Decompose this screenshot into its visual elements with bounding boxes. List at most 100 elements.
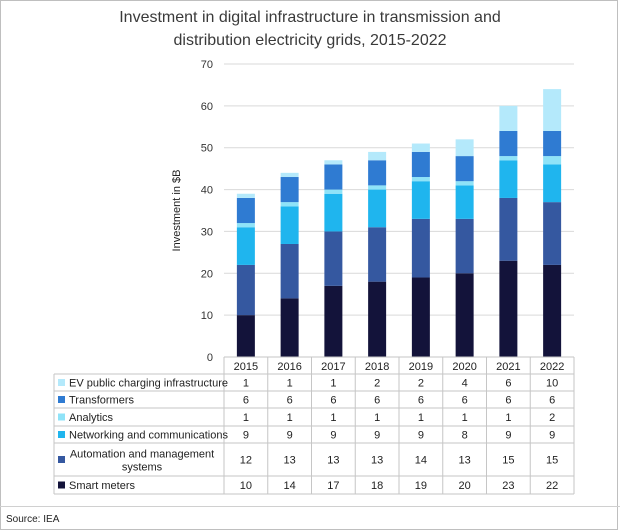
table-cell-value: 1 — [330, 412, 336, 424]
bar-segment — [324, 160, 343, 165]
x-tick-label: 2018 — [365, 361, 389, 373]
table-cell-value: 6 — [462, 395, 468, 407]
table-cell-value: 15 — [546, 455, 558, 467]
table-cell-value: 19 — [415, 480, 427, 492]
legend-label: systems — [122, 462, 163, 474]
bar-segment — [368, 281, 387, 357]
bar-segment — [236, 264, 255, 316]
table-cell-value: 2 — [418, 378, 424, 390]
bar-segment — [411, 277, 430, 357]
table-cell-value: 1 — [330, 378, 336, 390]
chart-title-line-1: Investment in digital infrastructure in … — [119, 9, 501, 26]
table-cell-value: 6 — [549, 395, 555, 407]
table-cell-value: 8 — [462, 430, 468, 442]
bar-segment — [543, 164, 562, 203]
bar-segment — [455, 181, 474, 186]
bar-segment — [543, 156, 562, 165]
legend-label: Transformers — [69, 395, 134, 407]
bar-segment — [324, 231, 343, 286]
legend-swatch — [58, 396, 65, 403]
table-cell-value: 15 — [502, 455, 514, 467]
table-cell-value: 20 — [459, 480, 471, 492]
table-cell-value: 2 — [374, 378, 380, 390]
bar-segment — [499, 160, 518, 198]
table-cell-value: 1 — [243, 412, 249, 424]
bar-segment — [324, 164, 343, 190]
table-cell-value: 9 — [374, 430, 380, 442]
bar-segment — [543, 130, 562, 157]
legend-label: Networking and communications — [69, 430, 228, 442]
table-cell-value: 9 — [418, 430, 424, 442]
table-cell-value: 4 — [462, 378, 468, 390]
legend-swatch — [58, 379, 65, 386]
table-cell-value: 18 — [371, 480, 383, 492]
table-cell-value: 6 — [505, 378, 511, 390]
legend-label: Analytics — [69, 412, 114, 424]
y-axis-label: Investment in $B — [171, 170, 183, 252]
table-cell-value: 10 — [546, 378, 558, 390]
bar-segment — [324, 285, 343, 357]
table-cell-value: 1 — [243, 378, 249, 390]
bar-segment — [499, 260, 518, 357]
bar-segment — [543, 264, 562, 357]
bar-segment — [236, 227, 255, 265]
x-tick-label: 2015 — [234, 361, 258, 373]
table-cell-value: 13 — [327, 455, 339, 467]
table-cell-value: 9 — [549, 430, 555, 442]
y-tick-label: 70 — [201, 59, 213, 71]
table-cell-value: 12 — [240, 455, 252, 467]
table-cell-value: 13 — [284, 455, 296, 467]
table-cell-value: 13 — [459, 455, 471, 467]
bar-segment — [499, 156, 518, 161]
bar-segment — [411, 218, 430, 278]
x-tick-label: 2019 — [409, 361, 433, 373]
bar-segment — [455, 218, 474, 274]
chart-title: Investment in digital infrastructure in … — [0, 6, 620, 52]
legend-label: Automation and management — [70, 449, 214, 461]
bar-segment — [455, 273, 474, 357]
legend-swatch — [58, 456, 65, 463]
bar-segment — [411, 177, 430, 182]
bar-segment — [411, 181, 430, 219]
legend-swatch — [58, 481, 65, 489]
table-cell-value: 1 — [418, 412, 424, 424]
bar-segment — [411, 151, 430, 178]
x-tick-label: 2021 — [496, 361, 520, 373]
bar-segment — [280, 243, 299, 299]
bar-segment — [280, 298, 299, 357]
table-cell-value: 1 — [374, 412, 380, 424]
bar-segment — [368, 160, 387, 186]
table-cell-value: 13 — [371, 455, 383, 467]
table-cell-value: 23 — [502, 480, 514, 492]
bar-segment — [280, 172, 299, 178]
bar-segment — [324, 193, 343, 232]
x-tick-label: 2020 — [452, 361, 476, 373]
bar-segment — [236, 315, 255, 357]
legend-label: Smart meters — [69, 480, 136, 492]
table-cell-value: 9 — [243, 430, 249, 442]
bar-segment — [411, 143, 430, 152]
bar-segment — [499, 130, 518, 157]
y-tick-label: 10 — [201, 310, 213, 322]
bar-segment — [280, 202, 299, 207]
table-cell-value: 6 — [374, 395, 380, 407]
bar-segment — [324, 189, 343, 194]
table-cell-value: 9 — [287, 430, 293, 442]
y-tick-label: 40 — [201, 185, 213, 197]
table-cell-value: 6 — [287, 395, 293, 407]
y-tick-label: 60 — [201, 101, 213, 113]
table-cell-value: 22 — [546, 480, 558, 492]
x-tick-label: 2022 — [540, 361, 564, 373]
table-cell-value: 6 — [243, 395, 249, 407]
legend-swatch — [58, 431, 65, 438]
x-tick-label: 2016 — [277, 361, 301, 373]
table-cell-value: 6 — [418, 395, 424, 407]
bar-segment — [455, 156, 474, 182]
legend-swatch — [58, 413, 65, 421]
table-cell-value: 1 — [462, 412, 468, 424]
x-tick-label: 2017 — [321, 361, 345, 373]
bar-segment — [368, 185, 387, 190]
table-cell-value: 1 — [287, 412, 293, 424]
y-tick-label: 20 — [201, 268, 213, 280]
